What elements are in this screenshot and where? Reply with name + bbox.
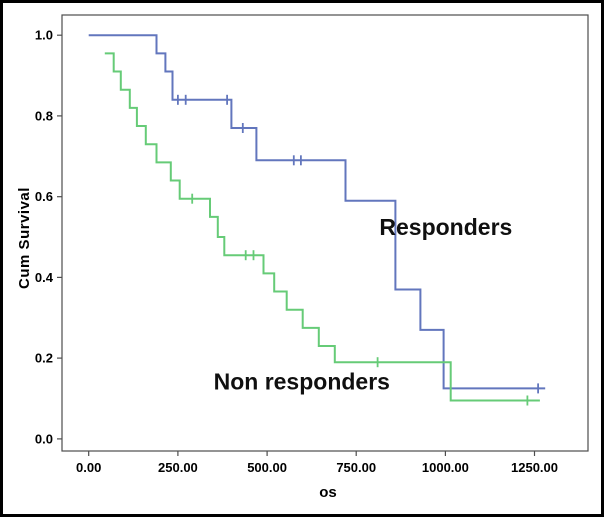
x-tick-label: 500.00: [247, 460, 287, 475]
y-tick-label: 0.2: [35, 351, 53, 366]
x-tick-label: 1250.00: [511, 460, 558, 475]
y-axis-label: Cum Survival: [16, 187, 33, 289]
y-tick-label: 0.0: [35, 431, 53, 446]
responders-curve: [88, 34, 546, 390]
x-tick-label: 1000.00: [422, 460, 469, 475]
non-responders-curve: [104, 52, 540, 402]
x-tick-label: 250.00: [158, 460, 198, 475]
y-tick-label: 0.8: [35, 108, 53, 123]
y-tick-label: 0.6: [35, 189, 53, 204]
y-tick-label: 0.4: [35, 270, 54, 285]
x-tick-label: 750.00: [336, 460, 376, 475]
y-tick-label: 1.0: [35, 28, 53, 43]
km-survival-plot: 0.00 250.00 500.00 750.00 1000.00 1250.00 0.0 0…: [35, 14, 589, 475]
curve-label: Responders: [379, 214, 512, 240]
x-tick-label: 0.00: [76, 460, 101, 475]
x-axis-label: os: [319, 484, 337, 501]
curve-label: Non responders: [214, 369, 390, 395]
plot-border: [61, 14, 589, 452]
